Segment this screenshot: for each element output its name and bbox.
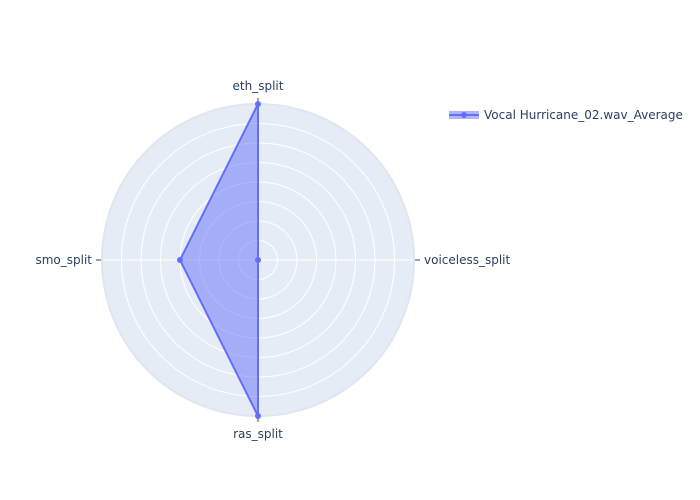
angular-label-ras-split: ras_split xyxy=(233,427,283,441)
legend-marker xyxy=(461,112,467,118)
data-point-ras-split xyxy=(255,413,261,419)
data-point-eth-split xyxy=(255,101,261,107)
legend-label: Vocal Hurricane_02.wav_Average xyxy=(484,108,683,122)
data-point-smo-split xyxy=(177,257,183,263)
series-layer xyxy=(177,101,261,419)
angular-label-voiceless-split: voiceless_split xyxy=(424,253,511,267)
angular-label-smo-split: smo_split xyxy=(35,253,92,267)
angular-labels: eth_split voiceless_split ras_split smo_spl… xyxy=(35,79,510,441)
legend[interactable]: Vocal Hurricane_02.wav_Average xyxy=(449,108,683,122)
angular-label-eth-split: eth_split xyxy=(233,79,284,93)
data-point-voiceless-split xyxy=(255,257,261,263)
